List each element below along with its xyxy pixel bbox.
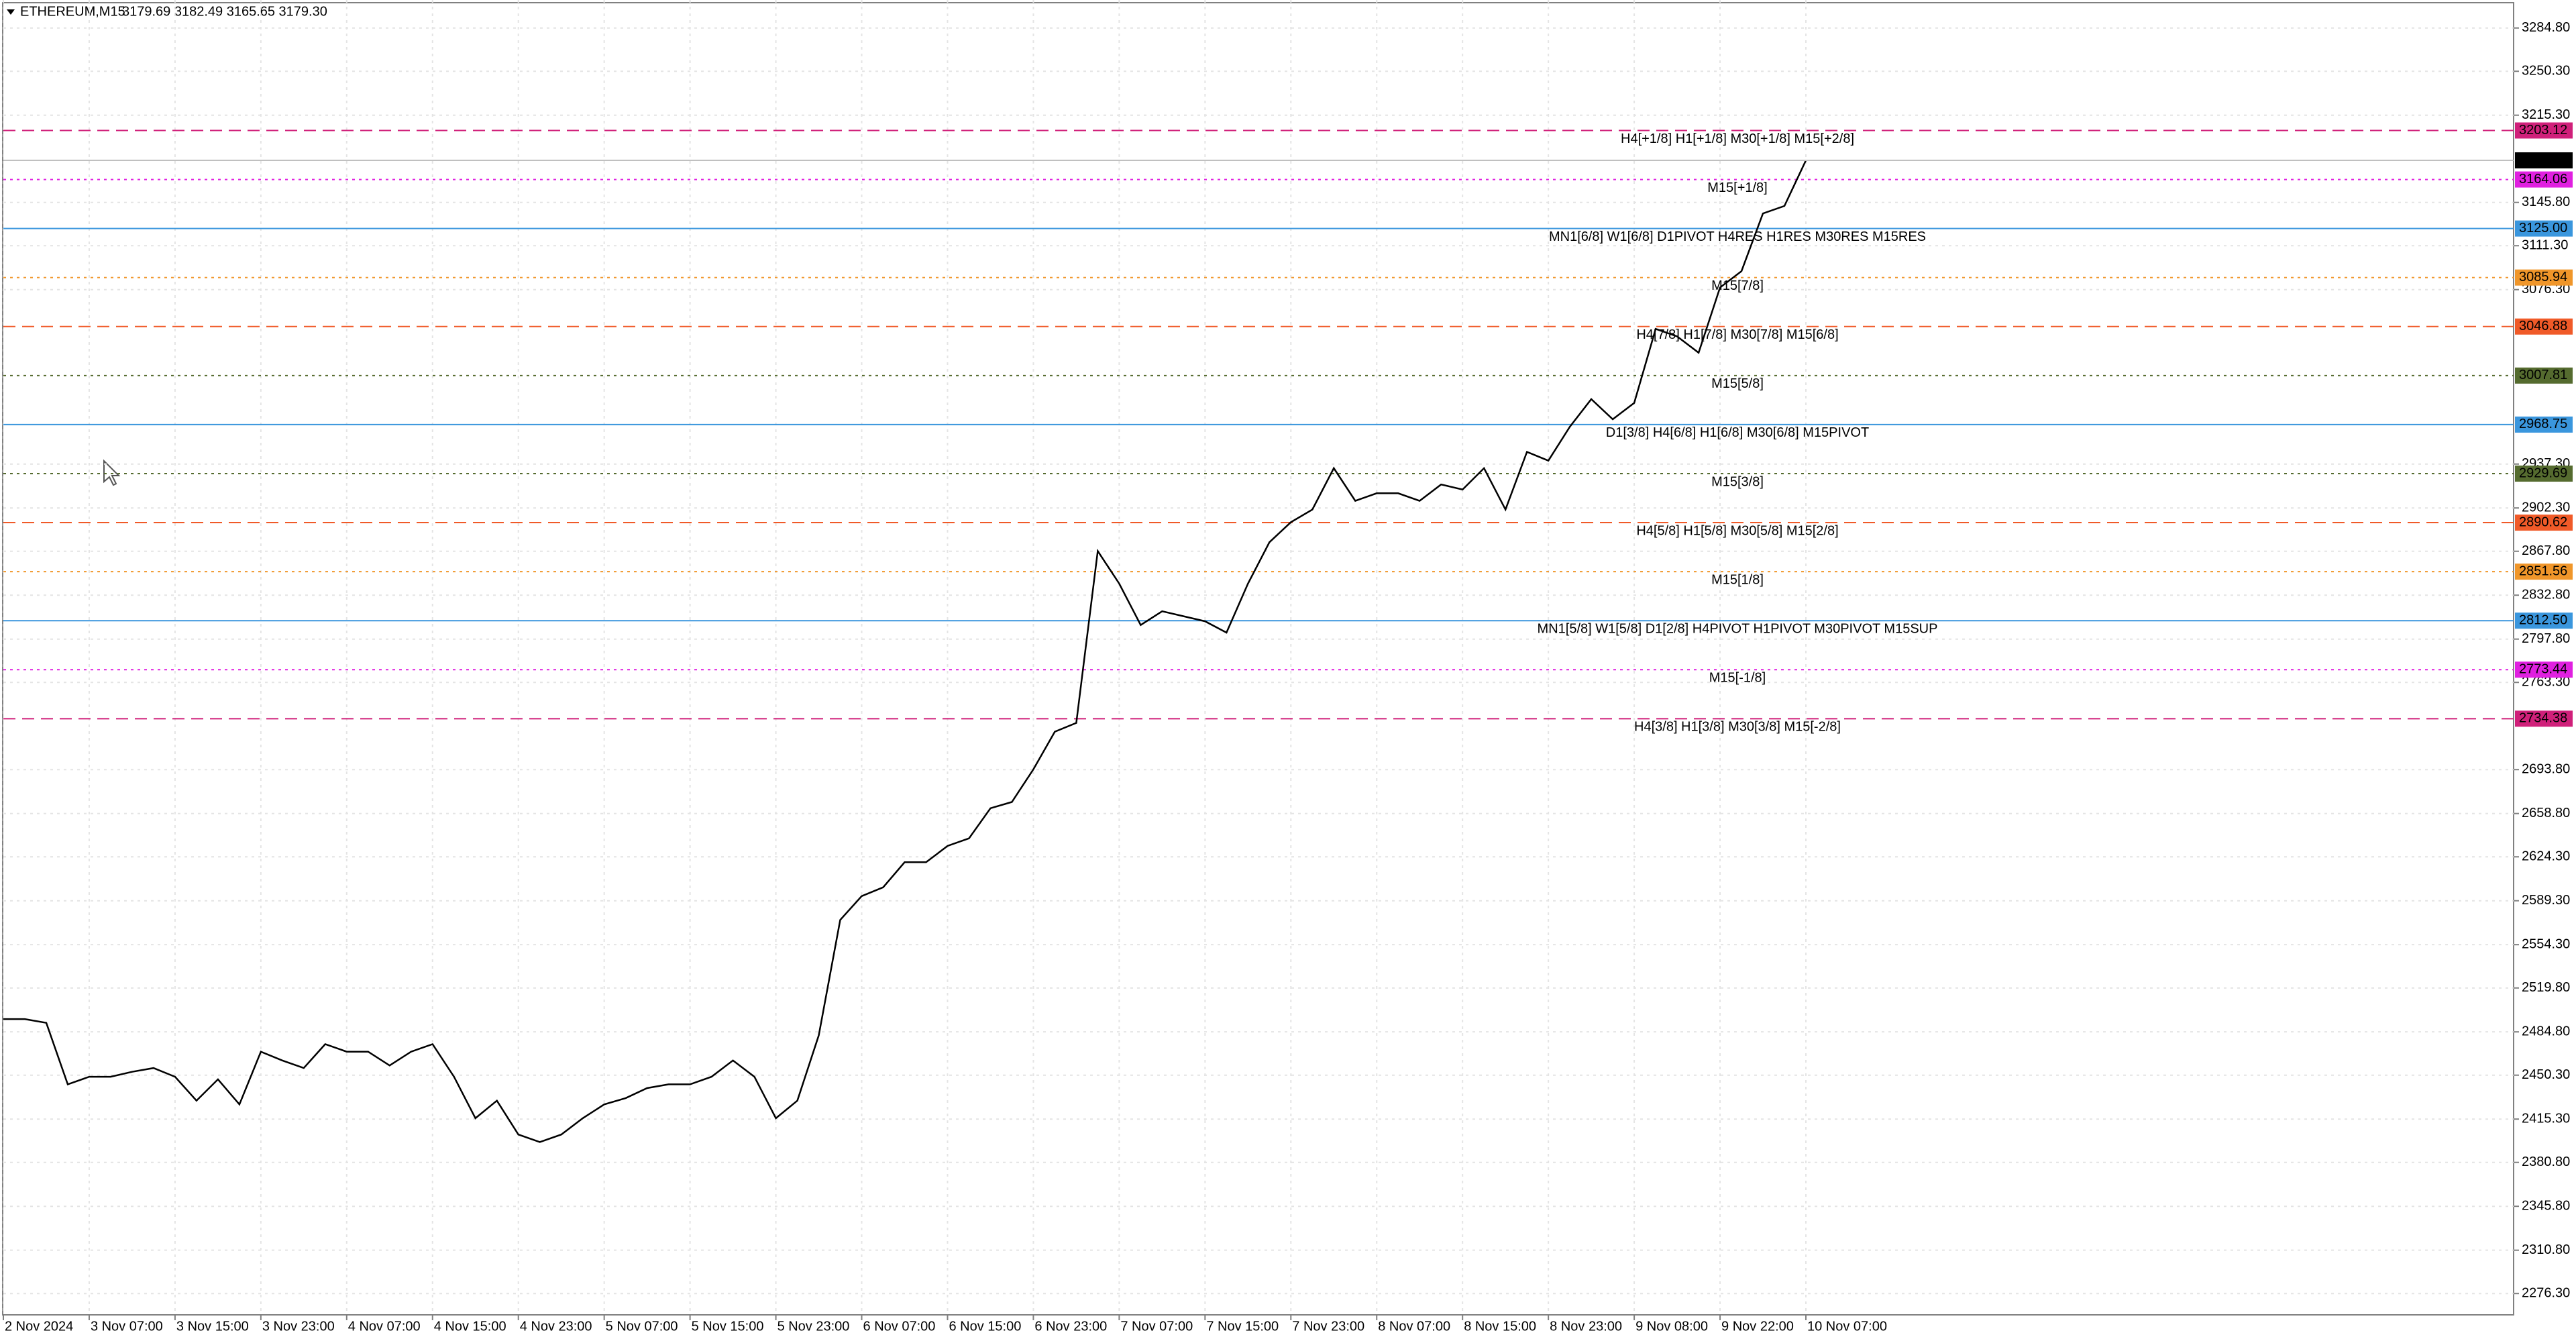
level-tag bbox=[2515, 367, 2573, 384]
level-label: M15[+1/8] bbox=[1707, 180, 1768, 195]
level-label: M15[7/8] bbox=[1711, 278, 1764, 293]
x-tick-label: 10 Nov 07:00 bbox=[1807, 1319, 1887, 1334]
y-tick-label: 2310.80 bbox=[2522, 1242, 2570, 1257]
x-tick-label: 8 Nov 23:00 bbox=[1550, 1319, 1622, 1334]
level-value-label: 2851.56 bbox=[2519, 564, 2567, 578]
x-tick-label: 2 Nov 2024 bbox=[5, 1319, 73, 1334]
level-label: MN1[5/8] W1[5/8] D1[2/8] H4PIVOT H1PIVOT… bbox=[1538, 621, 1938, 636]
x-tick-label: 8 Nov 07:00 bbox=[1378, 1319, 1450, 1334]
level-label: M15[1/8] bbox=[1711, 572, 1764, 587]
level-label: MN1[6/8] W1[6/8] D1PIVOT H4RES H1RES M30… bbox=[1549, 229, 1926, 244]
level-tag bbox=[2515, 564, 2573, 580]
x-tick-label: 7 Nov 07:00 bbox=[1120, 1319, 1193, 1334]
y-tick-label: 2450.30 bbox=[2522, 1067, 2570, 1082]
symbol-title: ETHEREUM,M15 bbox=[20, 4, 125, 19]
level-label: M15[3/8] bbox=[1711, 474, 1764, 489]
x-tick-label: 5 Nov 15:00 bbox=[692, 1319, 764, 1334]
x-tick-label: 7 Nov 15:00 bbox=[1206, 1319, 1279, 1334]
level-value-label: 3085.94 bbox=[2519, 270, 2567, 284]
level-label: M15[5/8] bbox=[1711, 376, 1764, 391]
level-value-label: 3164.06 bbox=[2519, 172, 2567, 186]
x-tick-label: 5 Nov 07:00 bbox=[606, 1319, 678, 1334]
x-tick-label: 6 Nov 07:00 bbox=[863, 1319, 936, 1334]
last-price-tag bbox=[2515, 152, 2573, 169]
level-value-label: 3203.12 bbox=[2519, 123, 2567, 138]
level-label: M15[-1/8] bbox=[1709, 671, 1766, 686]
level-tag bbox=[2515, 416, 2573, 433]
level-value-label: 2890.62 bbox=[2519, 515, 2567, 529]
level-value-label: 2968.75 bbox=[2519, 417, 2567, 431]
level-tag bbox=[2515, 171, 2573, 188]
x-tick-label: 9 Nov 22:00 bbox=[1721, 1319, 1794, 1334]
level-tag bbox=[2515, 465, 2573, 482]
x-tick-label: 3 Nov 07:00 bbox=[91, 1319, 163, 1334]
ohlc-readout: 3179.69 3182.49 3165.65 3179.30 bbox=[122, 4, 327, 19]
y-tick-label: 2345.80 bbox=[2522, 1198, 2570, 1213]
level-value-label: 2773.44 bbox=[2519, 662, 2567, 677]
level-tag bbox=[2515, 661, 2573, 678]
y-tick-label: 2554.30 bbox=[2522, 936, 2570, 951]
price-line bbox=[3, 160, 1807, 1143]
level-value-label: 3125.00 bbox=[2519, 221, 2567, 235]
level-tag bbox=[2515, 318, 2573, 335]
level-label: H4[7/8] H1[7/8] M30[7/8] M15[6/8] bbox=[1636, 327, 1838, 342]
x-tick-label: 4 Nov 15:00 bbox=[434, 1319, 506, 1334]
y-tick-label: 2589.30 bbox=[2522, 893, 2570, 908]
level-value-label: 2929.69 bbox=[2519, 466, 2567, 480]
y-tick-label: 2832.80 bbox=[2522, 588, 2570, 602]
y-tick-label: 3215.30 bbox=[2522, 107, 2570, 122]
x-tick-label: 8 Nov 15:00 bbox=[1464, 1319, 1536, 1334]
level-tag bbox=[2515, 269, 2573, 286]
level-value-label: 2734.38 bbox=[2519, 711, 2567, 726]
level-tag bbox=[2515, 122, 2573, 139]
level-label: H4[5/8] H1[5/8] M30[5/8] M15[2/8] bbox=[1636, 523, 1838, 538]
level-value-label: 3007.81 bbox=[2519, 368, 2567, 382]
y-tick-label: 2763.30 bbox=[2522, 675, 2570, 690]
y-tick-label: 3284.80 bbox=[2522, 20, 2570, 35]
x-tick-label: 4 Nov 23:00 bbox=[520, 1319, 592, 1334]
x-tick-label: 5 Nov 23:00 bbox=[777, 1319, 850, 1334]
x-tick-label: 9 Nov 08:00 bbox=[1635, 1319, 1708, 1334]
level-label: H4[+1/8] H1[+1/8] M30[+1/8] M15[+2/8] bbox=[1621, 131, 1854, 146]
x-tick-label: 4 Nov 07:00 bbox=[348, 1319, 421, 1334]
level-value-label: 3046.88 bbox=[2519, 319, 2567, 333]
x-tick-label: 6 Nov 23:00 bbox=[1034, 1319, 1107, 1334]
level-label: H4[3/8] H1[3/8] M30[3/8] M15[-2/8] bbox=[1634, 720, 1841, 735]
level-tag bbox=[2515, 515, 2573, 531]
level-tag bbox=[2515, 710, 2573, 727]
y-tick-label: 2519.80 bbox=[2522, 980, 2570, 995]
x-tick-label: 6 Nov 15:00 bbox=[949, 1319, 1021, 1334]
y-tick-label: 2380.80 bbox=[2522, 1155, 2570, 1169]
y-tick-label: 2693.80 bbox=[2522, 762, 2570, 777]
x-tick-label: 3 Nov 15:00 bbox=[176, 1319, 249, 1334]
y-tick-label: 2415.30 bbox=[2522, 1111, 2570, 1126]
y-tick-label: 2658.80 bbox=[2522, 806, 2570, 820]
x-tick-label: 3 Nov 23:00 bbox=[262, 1319, 335, 1334]
level-label: D1[3/8] H4[6/8] H1[6/8] M30[6/8] M15PIVO… bbox=[1606, 425, 1869, 440]
y-tick-label: 3111.30 bbox=[2522, 238, 2568, 253]
y-tick-label: 2276.30 bbox=[2522, 1285, 2570, 1300]
y-tick-label: 3145.80 bbox=[2522, 195, 2570, 209]
menu-arrow[interactable] bbox=[7, 9, 15, 15]
y-tick-label: 2797.80 bbox=[2522, 631, 2570, 646]
last-price-label: 3179.30 bbox=[2519, 152, 2567, 167]
level-tag bbox=[2515, 612, 2573, 629]
y-tick-label: 2484.80 bbox=[2522, 1024, 2570, 1038]
y-tick-label: 2902.30 bbox=[2522, 500, 2570, 515]
x-tick-label: 7 Nov 23:00 bbox=[1292, 1319, 1364, 1334]
level-tag bbox=[2515, 220, 2573, 237]
level-value-label: 2812.50 bbox=[2519, 612, 2567, 627]
y-tick-label: 2867.80 bbox=[2522, 543, 2570, 558]
y-tick-label: 3250.30 bbox=[2522, 64, 2570, 78]
y-tick-label: 2624.30 bbox=[2522, 849, 2570, 864]
